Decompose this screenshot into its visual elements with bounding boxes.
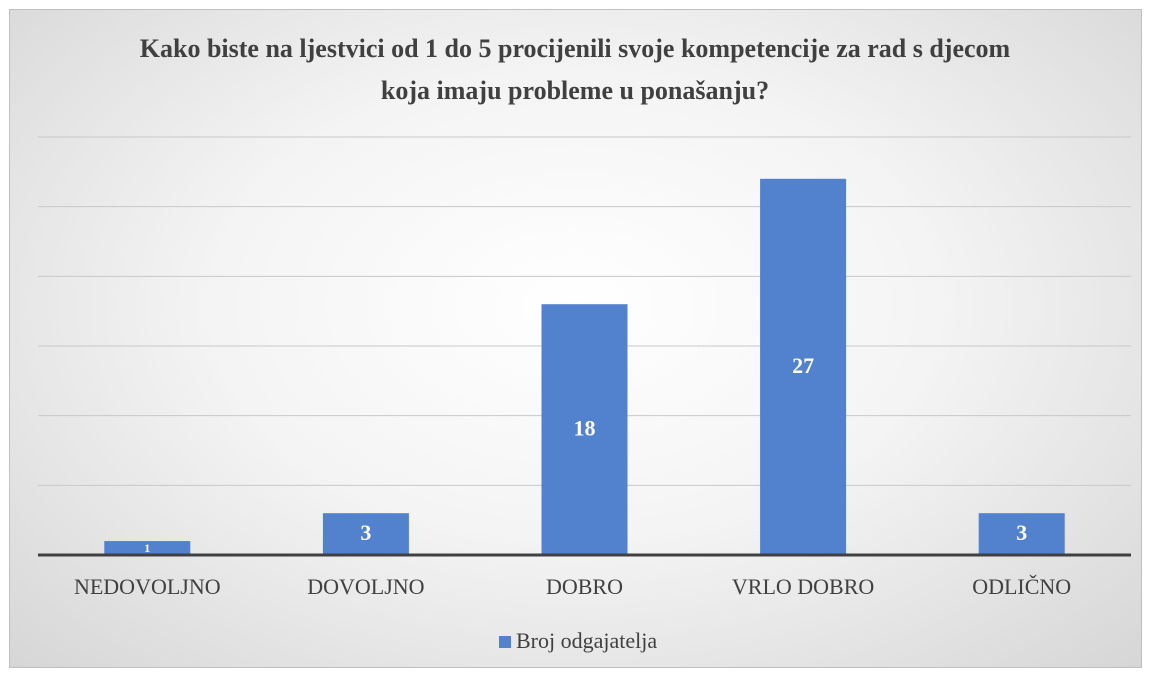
bar (541, 304, 628, 555)
bar (760, 178, 847, 556)
chart-title: Kako biste na ljestvici od 1 do 5 procij… (139, 34, 1011, 105)
x-tick-label: ODLIČNO (972, 574, 1071, 599)
x-tick-label: VRLO DOBRO (732, 574, 874, 599)
legend-swatch (499, 636, 511, 648)
data-label: 27 (792, 353, 814, 378)
data-label: 3 (360, 520, 371, 545)
x-tick-label: NEDOVOLJNO (74, 574, 221, 599)
bar (978, 513, 1065, 555)
legend-label: Broj odgajatelja (516, 628, 657, 653)
data-label: 3 (1016, 520, 1027, 545)
bar (104, 541, 191, 555)
bar (322, 513, 409, 555)
data-label: 18 (574, 416, 596, 441)
x-tick-label: DOBRO (546, 574, 623, 599)
data-label: 1 (144, 541, 150, 555)
x-tick-label: DOVOLJNO (307, 574, 424, 599)
